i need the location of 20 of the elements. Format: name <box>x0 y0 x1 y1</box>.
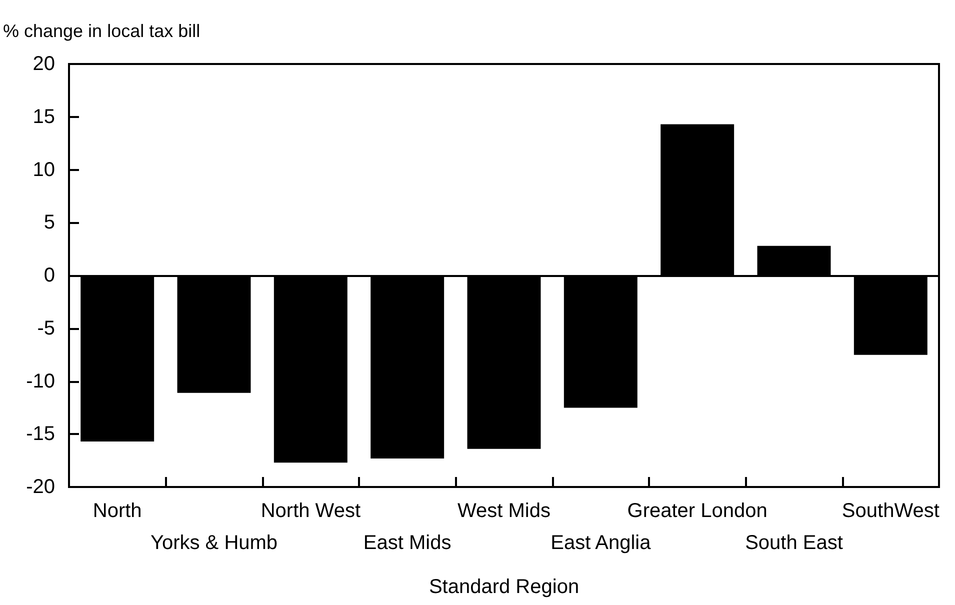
y-tick-label: 10 <box>32 158 55 181</box>
x-tick-label: East Mids <box>363 532 452 554</box>
y-tick-label: 15 <box>32 106 55 128</box>
x-tick-label: East Anglia <box>550 532 652 554</box>
y-axis-title: % change in local tax bill <box>3 21 200 41</box>
x-axis-title: Standard Region <box>428 576 580 598</box>
y-tick-label: 0 <box>44 264 55 286</box>
x-tick-label: South East <box>745 532 844 554</box>
y-tick-label: -15 <box>26 423 55 446</box>
x-tick-label: Yorks & Humb <box>150 532 278 554</box>
y-tick-label: 5 <box>44 212 55 234</box>
y-tick-label: -5 <box>37 317 55 340</box>
x-tick-label: West Mids <box>458 500 550 522</box>
y-tick-label: 20 <box>32 53 55 75</box>
y-tick-label: -10 <box>26 370 55 392</box>
x-tick-label: Greater London <box>627 500 768 522</box>
x-tick-label: SouthWest <box>842 500 940 522</box>
x-tick-label: North West <box>260 500 361 522</box>
x-tick-label: North <box>92 500 142 522</box>
y-tick-label: -20 <box>26 476 55 498</box>
